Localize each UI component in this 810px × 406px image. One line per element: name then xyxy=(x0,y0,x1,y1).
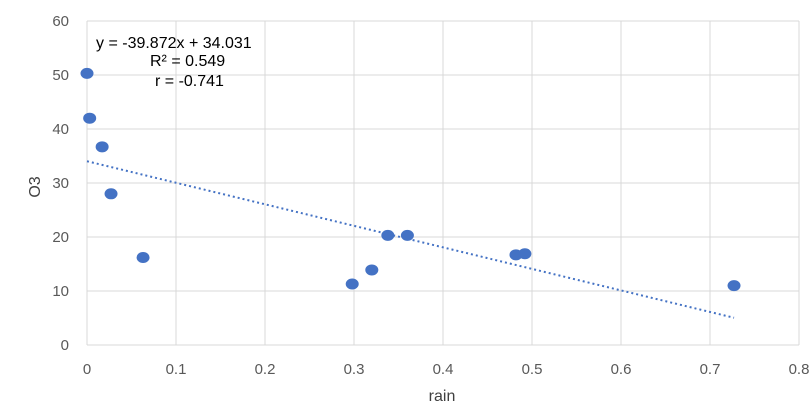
data-point xyxy=(104,188,118,200)
x-tick-label: 0.6 xyxy=(611,361,632,378)
y-tick-label: 50 xyxy=(52,67,69,84)
r-squared-label: R² = 0.549 xyxy=(150,53,225,70)
x-tick-label: 0.8 xyxy=(789,361,810,378)
x-tick-label: 0 xyxy=(83,361,91,378)
data-point xyxy=(727,280,741,292)
y-tick-label: 30 xyxy=(52,175,69,192)
data-point xyxy=(381,229,395,241)
y-tick-label: 10 xyxy=(52,283,69,300)
trendline xyxy=(86,160,735,319)
y-tick-label: 40 xyxy=(52,121,69,138)
x-tick-label: 0.5 xyxy=(522,361,543,378)
y-tick-label: 60 xyxy=(52,13,69,30)
data-point xyxy=(518,248,532,260)
data-point xyxy=(345,278,359,290)
x-tick-label: 0.2 xyxy=(255,361,276,378)
correlation-label: r = -0.741 xyxy=(155,73,224,90)
data-point xyxy=(80,67,94,79)
data-point xyxy=(83,112,97,124)
data-point xyxy=(136,252,150,264)
trendline-group xyxy=(86,160,735,319)
y-tick-label: 20 xyxy=(52,229,69,246)
y-axis-title: O3 xyxy=(27,176,44,197)
x-tick-label: 0.7 xyxy=(700,361,721,378)
data-point xyxy=(95,141,109,153)
x-axis-title: rain xyxy=(429,388,456,405)
data-point xyxy=(365,264,379,276)
data-point xyxy=(400,229,414,241)
data-points xyxy=(80,67,741,292)
y-tick-label: 0 xyxy=(61,337,69,354)
grid xyxy=(86,20,800,346)
x-tick-label: 0.3 xyxy=(344,361,365,378)
x-tick-label: 0.4 xyxy=(433,361,454,378)
x-tick-label: 0.1 xyxy=(166,361,187,378)
tick-labels: 0 0.1 0.2 0.3 0.4 0.5 0.6 0.7 0.8 0 10 20 30 40 50 60 xyxy=(52,13,809,378)
trendline-equation: y = -39.872x + 34.031 xyxy=(96,35,252,52)
